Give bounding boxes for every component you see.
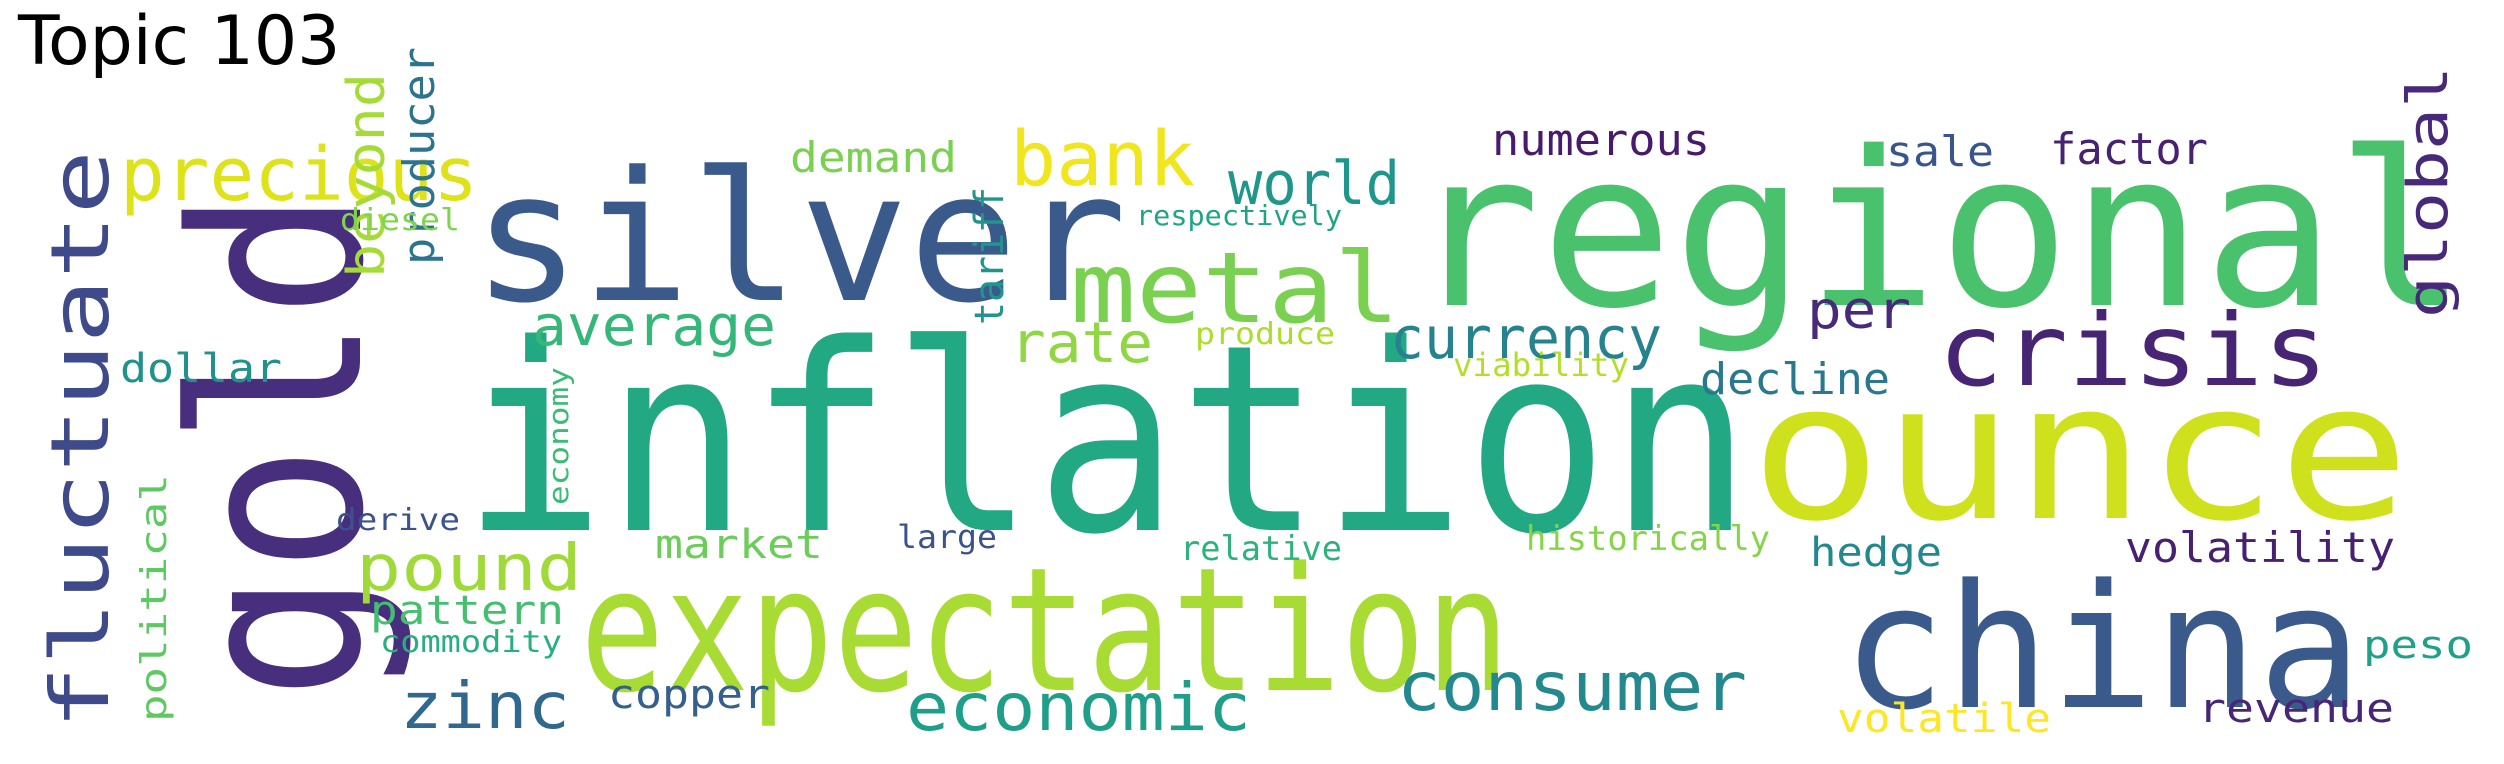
- word-viability: viability: [1453, 346, 1629, 384]
- word-rate: rate: [1010, 311, 1153, 376]
- word-relative: relative: [1180, 529, 1342, 569]
- word-world: world: [1228, 149, 1400, 219]
- word-bank: bank: [1010, 114, 1195, 203]
- word-pattern: pattern: [370, 588, 564, 634]
- word-numerous: numerous: [1492, 115, 1710, 166]
- word-sale: sale: [1886, 127, 1994, 176]
- word-inflation: inflation: [462, 290, 1752, 592]
- word-peso: peso: [2363, 623, 2473, 667]
- word-respectively: respectively: [1136, 199, 1342, 232]
- word-historically: historically: [1526, 519, 1770, 559]
- word-political: political: [134, 474, 175, 722]
- word-hedge: hedge: [1810, 530, 1942, 576]
- word-tariff: tariff: [967, 187, 1013, 325]
- word-derive: derive: [336, 503, 460, 538]
- word-dollar: dollar: [120, 346, 282, 392]
- word-average: average: [532, 294, 776, 359]
- word-gold: gold: [143, 190, 416, 700]
- word-volatile: volatile: [1837, 696, 2051, 742]
- word-global: global: [2396, 66, 2461, 318]
- page-title: Topic 103: [18, 2, 341, 81]
- word-zinc: zinc: [400, 670, 570, 744]
- word-fluctuate: fluctuate: [34, 150, 127, 730]
- word-large: large: [897, 518, 997, 556]
- word-china: china: [1842, 547, 2362, 748]
- word-producer: producer: [394, 47, 445, 265]
- word-diesel: diesel: [340, 203, 460, 238]
- word-pound: pound: [356, 532, 582, 606]
- word-revenue: revenue: [2198, 686, 2394, 732]
- word-precious: precious: [120, 132, 478, 218]
- word-crisis: crisis: [1938, 292, 2328, 409]
- word-metal: metal: [1070, 232, 1400, 346]
- word-economic: economic: [906, 669, 1251, 746]
- word-volatility: volatility: [2125, 523, 2395, 572]
- word-demand: demand: [790, 133, 957, 182]
- word-commodity: commodity: [380, 625, 562, 660]
- word-factor: factor: [2050, 124, 2208, 175]
- word-copper: copper: [608, 672, 770, 718]
- word-produce: produce: [1195, 317, 1335, 352]
- word-decline: decline: [1700, 354, 1890, 405]
- word-beyond: beyond: [337, 73, 397, 278]
- word-market: market: [655, 522, 823, 568]
- word-regional: regional: [1408, 105, 2468, 356]
- word-currency: currency: [1390, 304, 1662, 372]
- word-silver: silver: [472, 134, 1127, 343]
- word-expectation: expectation: [580, 530, 1510, 731]
- word-consumer: consumer: [1397, 648, 1747, 727]
- word-per: per: [1807, 281, 1911, 341]
- word-economy: economy: [542, 367, 575, 505]
- word-ounce: ounce: [1750, 342, 2410, 563]
